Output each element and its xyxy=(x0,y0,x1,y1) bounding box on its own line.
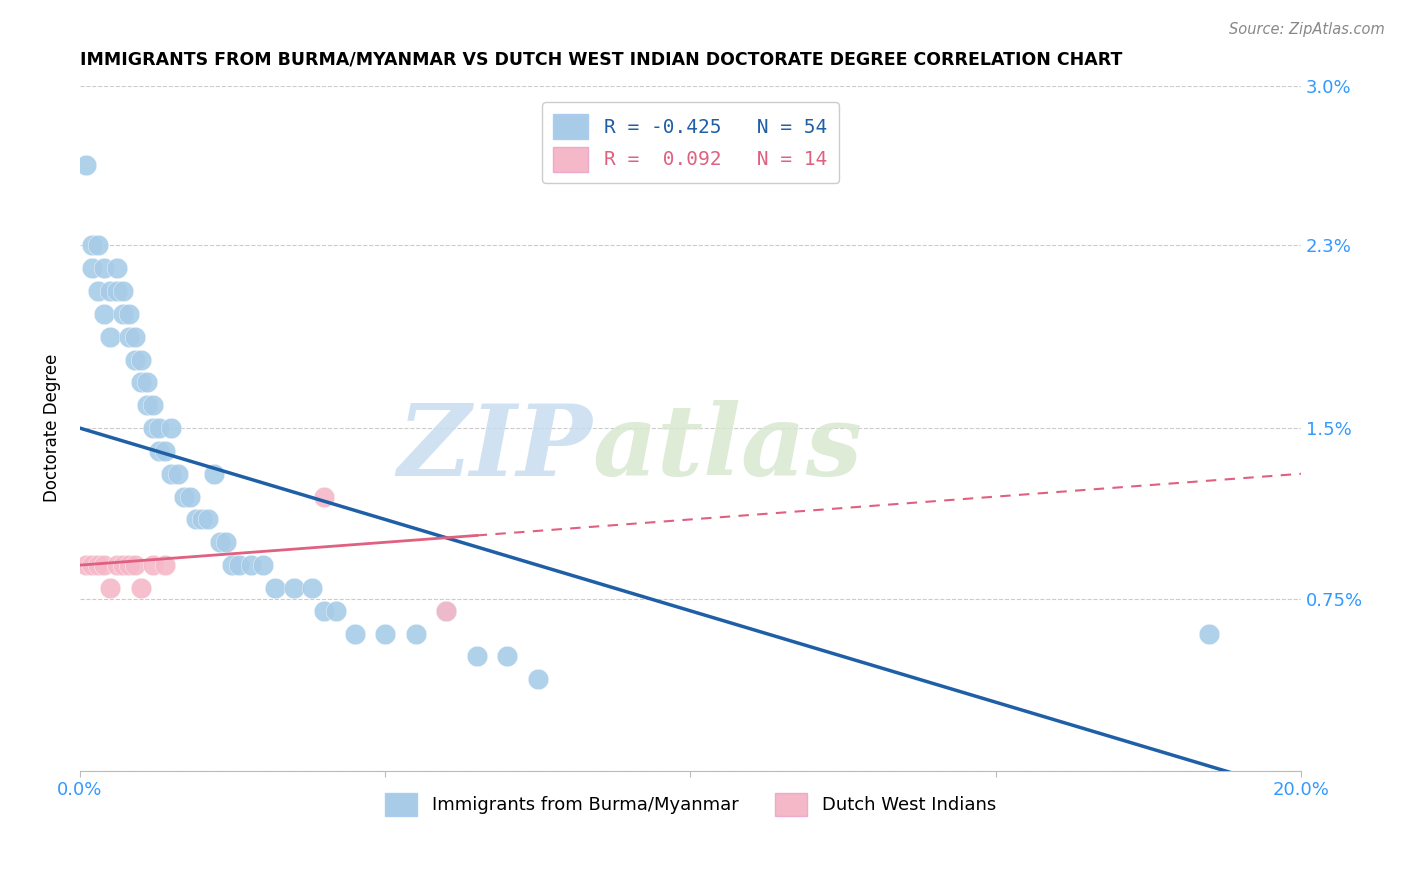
Point xyxy=(124,330,146,344)
Point xyxy=(124,558,146,573)
Point xyxy=(136,376,159,390)
Point xyxy=(142,421,165,435)
Point xyxy=(221,558,243,573)
Point xyxy=(105,558,128,573)
Point xyxy=(465,649,488,664)
Point xyxy=(93,261,115,276)
Point xyxy=(118,307,141,321)
Point xyxy=(129,376,152,390)
Point xyxy=(80,558,103,573)
Point xyxy=(209,535,232,549)
Point xyxy=(148,444,170,458)
Point xyxy=(526,673,548,687)
Point xyxy=(312,604,335,618)
Text: atlas: atlas xyxy=(593,401,863,497)
Point xyxy=(155,444,177,458)
Point xyxy=(202,467,225,481)
Point xyxy=(148,421,170,435)
Point xyxy=(160,467,183,481)
Point xyxy=(75,558,97,573)
Point xyxy=(142,398,165,412)
Point xyxy=(93,558,115,573)
Point xyxy=(124,352,146,367)
Point xyxy=(111,558,134,573)
Point xyxy=(496,649,519,664)
Point xyxy=(252,558,274,573)
Point xyxy=(160,421,183,435)
Text: Source: ZipAtlas.com: Source: ZipAtlas.com xyxy=(1229,22,1385,37)
Point xyxy=(173,490,195,504)
Point xyxy=(155,558,177,573)
Point xyxy=(129,352,152,367)
Point xyxy=(239,558,262,573)
Point xyxy=(87,284,110,298)
Point xyxy=(374,626,396,640)
Point xyxy=(166,467,188,481)
Text: IMMIGRANTS FROM BURMA/MYANMAR VS DUTCH WEST INDIAN DOCTORATE DEGREE CORRELATION : IMMIGRANTS FROM BURMA/MYANMAR VS DUTCH W… xyxy=(80,51,1122,69)
Legend: Immigrants from Burma/Myanmar, Dutch West Indians: Immigrants from Burma/Myanmar, Dutch Wes… xyxy=(378,786,1002,823)
Point xyxy=(184,512,207,526)
Point xyxy=(118,558,141,573)
Point xyxy=(215,535,238,549)
Point xyxy=(105,284,128,298)
Point xyxy=(75,158,97,172)
Point xyxy=(312,490,335,504)
Point xyxy=(228,558,250,573)
Point xyxy=(111,284,134,298)
Point xyxy=(197,512,219,526)
Point xyxy=(87,238,110,252)
Point xyxy=(100,330,122,344)
Point xyxy=(111,307,134,321)
Point xyxy=(80,261,103,276)
Point xyxy=(283,581,305,595)
Point xyxy=(301,581,323,595)
Text: ZIP: ZIP xyxy=(398,401,593,497)
Point xyxy=(136,398,159,412)
Point xyxy=(343,626,366,640)
Point xyxy=(87,558,110,573)
Point xyxy=(100,581,122,595)
Point xyxy=(434,604,457,618)
Point xyxy=(434,604,457,618)
Point xyxy=(264,581,287,595)
Point xyxy=(118,330,141,344)
Point xyxy=(105,261,128,276)
Point xyxy=(93,307,115,321)
Y-axis label: Doctorate Degree: Doctorate Degree xyxy=(44,354,60,502)
Point xyxy=(100,284,122,298)
Point xyxy=(1198,626,1220,640)
Point xyxy=(325,604,347,618)
Point xyxy=(405,626,427,640)
Point xyxy=(80,238,103,252)
Point xyxy=(179,490,201,504)
Point xyxy=(191,512,214,526)
Point xyxy=(142,558,165,573)
Point xyxy=(129,581,152,595)
